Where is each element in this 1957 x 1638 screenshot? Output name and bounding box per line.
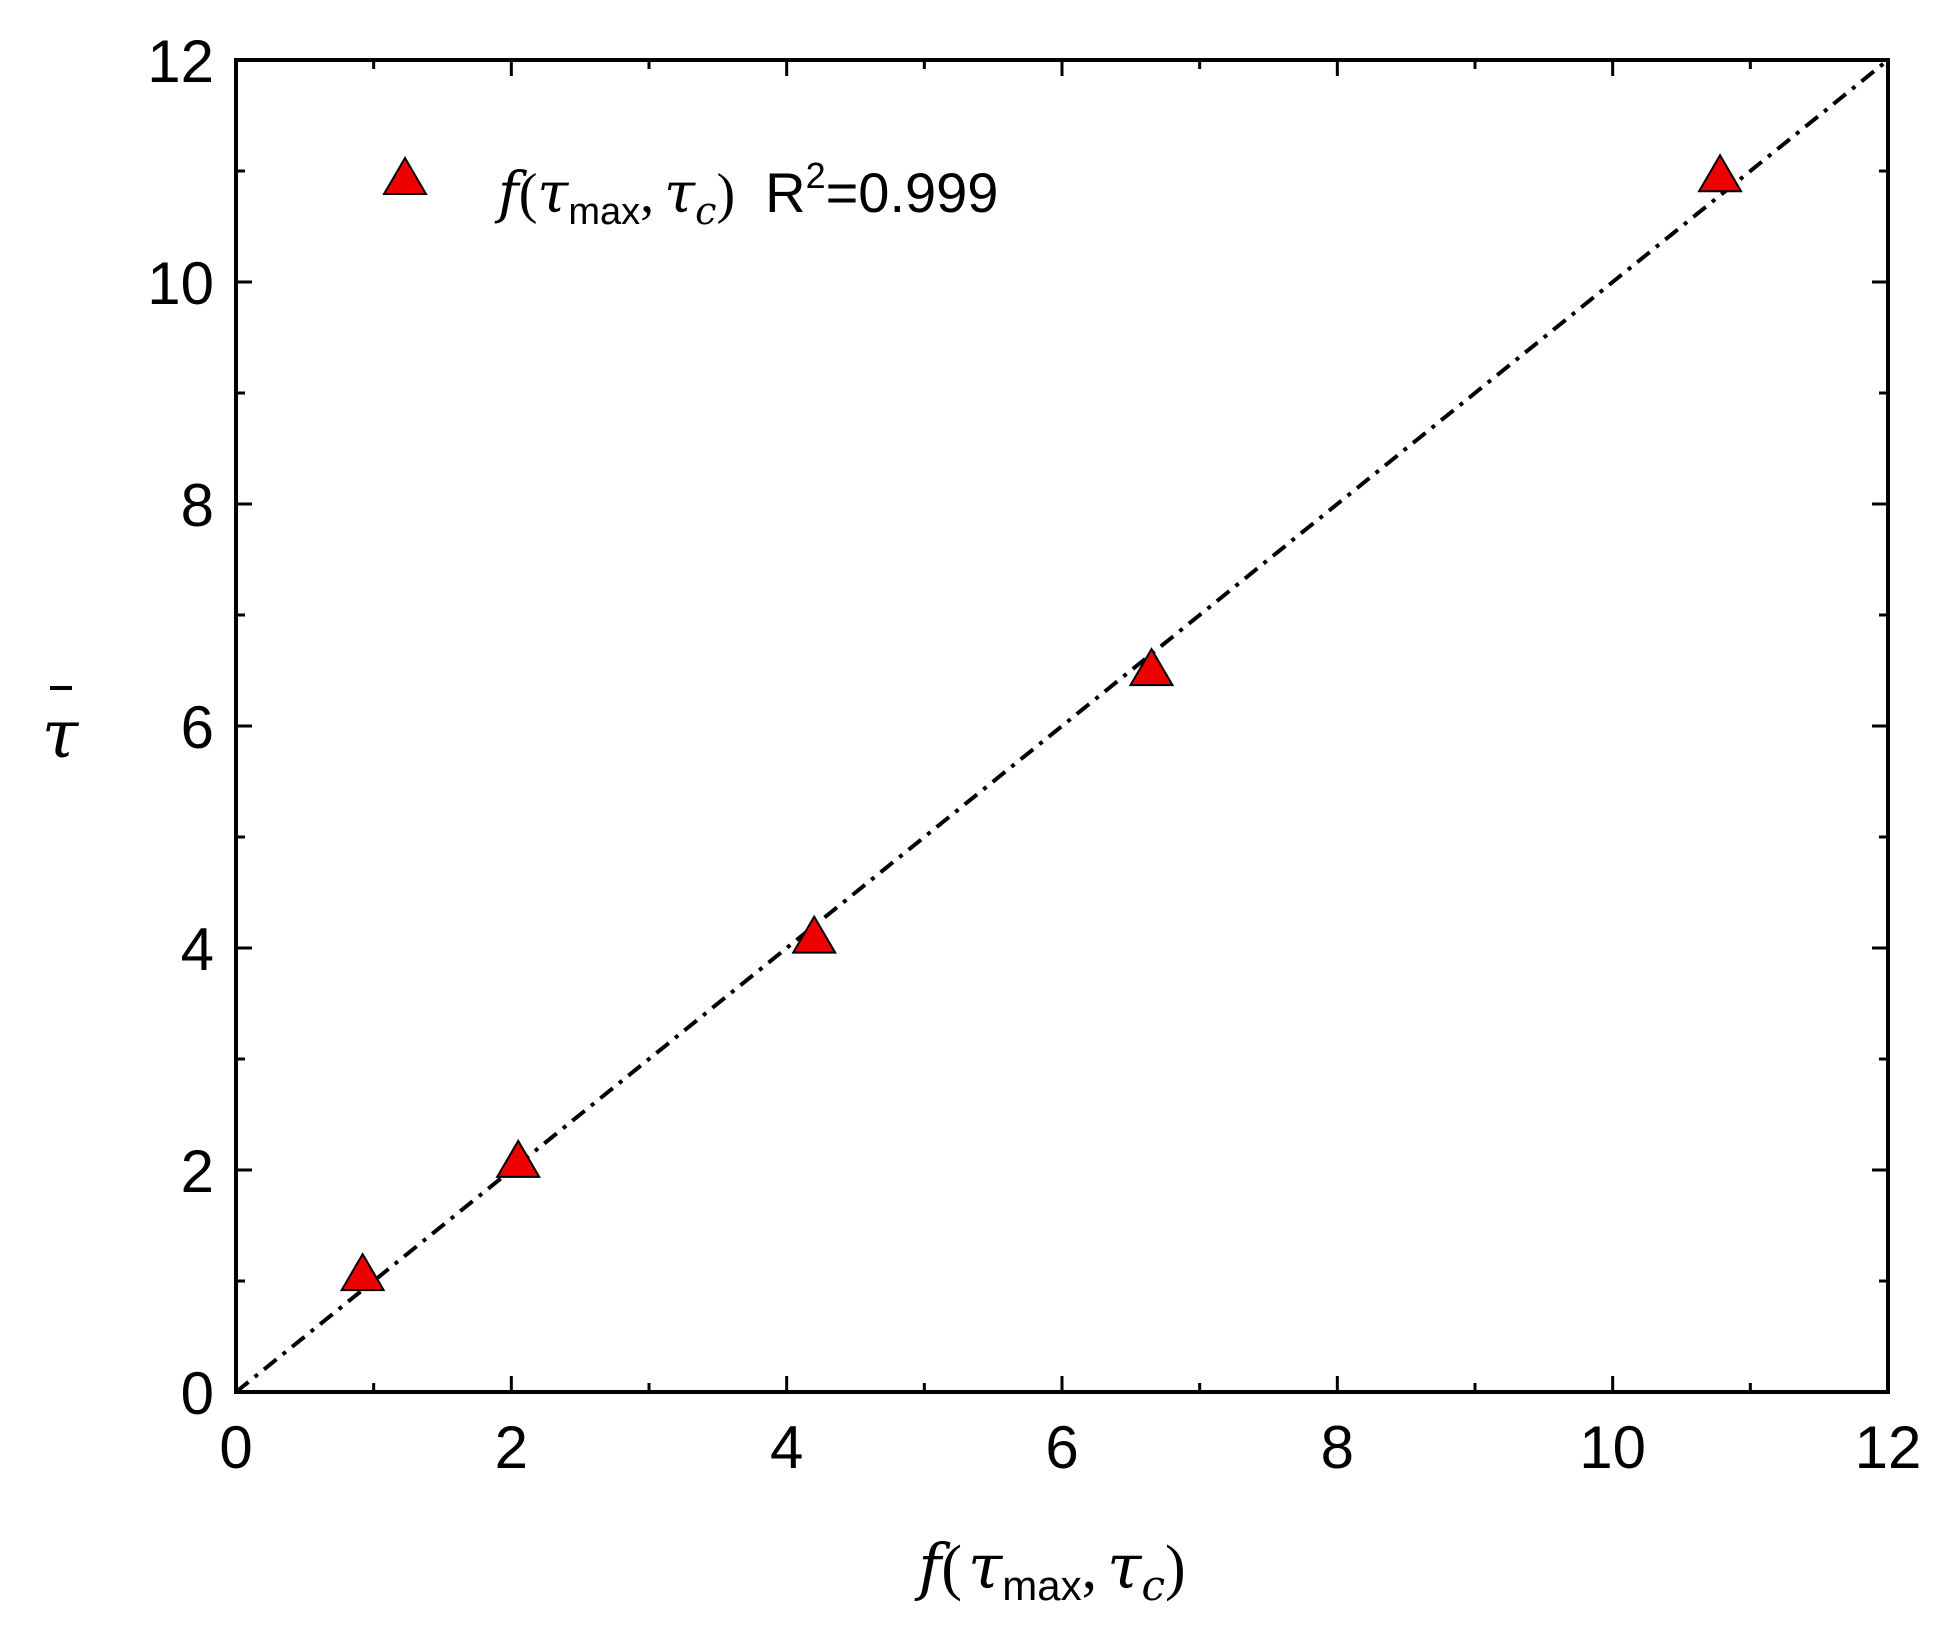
legend-label: f(τmax, τc) R2=0.999 — [494, 155, 998, 233]
legend-marker-triangle — [382, 156, 428, 195]
x-axis-label: f(τmax, τc) — [914, 1530, 1185, 1610]
y-tick-label: 12 — [147, 28, 214, 95]
y-tick-label: 2 — [181, 1138, 214, 1205]
y-tick-label: 8 — [181, 472, 214, 539]
y-axis-label-text: τ — [42, 696, 80, 773]
x-tick-label: 0 — [219, 1414, 252, 1481]
axis-tick-labels: 0 2 4 6 8 10 12 0 2 4 6 8 10 12 — [147, 28, 1921, 1481]
data-point-3 — [791, 914, 837, 954]
legend: f(τmax, τc) R2=0.999 — [382, 155, 998, 233]
data-point-2 — [495, 1138, 541, 1178]
x-tick-label: 10 — [1579, 1414, 1646, 1481]
y-tick-label: 6 — [181, 694, 214, 761]
data-point-1 — [339, 1252, 386, 1292]
x-tick-label: 6 — [1045, 1414, 1078, 1481]
y-axis-label: τ — [42, 686, 80, 773]
x-tick-label: 4 — [770, 1414, 803, 1481]
y-tick-label: 0 — [181, 1360, 214, 1427]
x-tick-label: 2 — [495, 1414, 528, 1481]
y-tick-label: 4 — [181, 916, 214, 983]
data-points-layer — [339, 153, 1743, 1292]
reference-line-layer — [234, 58, 1890, 1394]
y-tick-label: 10 — [147, 250, 214, 317]
data-point-5 — [1697, 153, 1743, 193]
x-tick-label: 8 — [1321, 1414, 1354, 1481]
x-tick-label: 12 — [1855, 1414, 1922, 1481]
reference-line — [234, 58, 1890, 1394]
data-point-4 — [1128, 647, 1175, 687]
axis-ticks — [234, 58, 1890, 1394]
